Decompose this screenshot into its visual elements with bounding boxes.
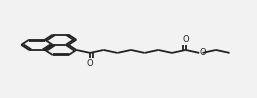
Text: O: O <box>182 35 189 44</box>
Text: O: O <box>87 59 93 68</box>
Text: O: O <box>200 48 206 57</box>
